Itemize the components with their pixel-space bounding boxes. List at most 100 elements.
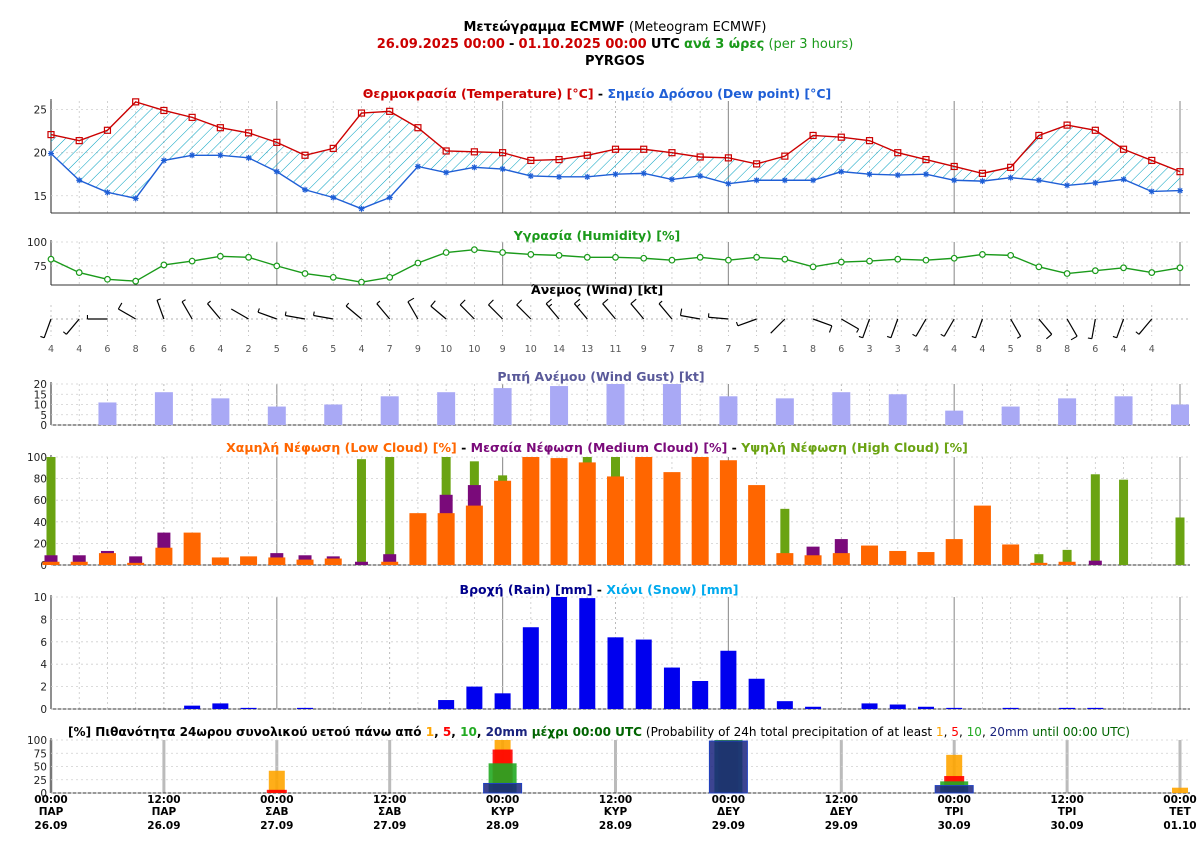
wind-barb	[840, 318, 860, 333]
dew-point-point	[499, 166, 506, 173]
temperature-point	[1091, 126, 1099, 134]
rain-bar	[1087, 707, 1104, 709]
wind-barb	[117, 302, 136, 320]
temp-dew-area	[51, 101, 1180, 209]
dew-point-point	[810, 177, 817, 184]
humidity-point	[837, 258, 845, 266]
gust-bar	[550, 386, 569, 425]
dew-point-point	[781, 177, 788, 184]
precip-title: Βροχή (Rain) [mm] - Χιόνι (Snow) [mm]	[460, 582, 739, 597]
dew-point-point	[160, 157, 167, 164]
time-label: 12:00	[1050, 794, 1083, 806]
dew-point-point	[104, 189, 111, 196]
dew-point-point	[471, 164, 478, 171]
date-label: 30.09	[938, 820, 971, 832]
probability-bar-20mm	[483, 782, 523, 794]
y-tick-label: 15	[34, 191, 47, 203]
header-line-2: 26.09.2025 00:00 - 01.10.2025 00:00 UTC …	[377, 37, 854, 52]
day-label: ΔΕΥ	[717, 806, 740, 818]
wind-speed-label: 11	[609, 344, 621, 355]
wind-barb-shaft	[943, 318, 955, 337]
wind-barb	[207, 300, 221, 320]
temperature-point	[216, 124, 224, 132]
wind-barb-feather	[516, 299, 523, 306]
gust-bar	[888, 394, 907, 425]
dew-point-point	[1120, 176, 1127, 183]
wind-barb-feather	[1112, 335, 1117, 339]
wind-barb-feather	[828, 325, 833, 333]
low-cloud-bar	[861, 545, 879, 565]
dew-point-point	[894, 172, 901, 179]
wind-barb-shaft	[285, 314, 306, 320]
dew-point-point	[725, 180, 732, 187]
medium-cloud-bar	[1088, 560, 1102, 565]
dew-point-point	[640, 170, 647, 177]
probability-plot	[266, 740, 1188, 794]
humidity-point	[555, 251, 563, 259]
humidity-point	[132, 277, 140, 285]
wind-barb	[707, 313, 729, 320]
wind-barb	[313, 311, 334, 320]
temperature-point	[1063, 121, 1071, 129]
medium-cloud-bar	[129, 556, 143, 565]
wind-barb-shaft	[573, 303, 588, 320]
high-cloud-bar	[1062, 549, 1072, 565]
gust-bar	[380, 396, 399, 425]
date-label: 26.09	[147, 820, 180, 832]
low-cloud-bar	[635, 457, 653, 565]
rain-bar	[889, 704, 906, 709]
wind-barb-shaft	[43, 318, 52, 338]
wind-barb-shaft	[812, 318, 833, 327]
dew-point-point	[132, 195, 139, 202]
wind-barb-shaft	[257, 311, 278, 320]
low-cloud-bar	[324, 558, 342, 565]
wind-barb-shaft	[1066, 318, 1078, 337]
temperature-point	[611, 145, 620, 153]
time-label: 12:00	[825, 794, 858, 806]
temperature-point	[103, 126, 112, 134]
wind-barb-feather	[1016, 335, 1021, 339]
low-cloud-bar	[748, 485, 766, 565]
probability-bar-5	[266, 789, 287, 793]
low-cloud-bar	[381, 561, 399, 565]
y-tick-label: 20	[34, 379, 47, 391]
dew-point-point	[1177, 187, 1183, 194]
wind-barb-feather	[548, 303, 553, 308]
y-tick-label: 0	[40, 704, 47, 716]
y-tick-label: 0	[40, 788, 47, 800]
gust-bar	[1171, 404, 1189, 425]
wind-speed-label: 8	[1064, 344, 1070, 355]
time-label: 00:00	[937, 794, 970, 806]
humidity-point	[1063, 270, 1071, 277]
medium-cloud-bar	[72, 555, 86, 565]
wind-speed-label: 7	[387, 344, 393, 355]
wind-plot: 4 4 6 8 6 6 4 2 5 6 5 4 7 9 10 10 9 10 14 13 11 9 7 8 7 5 1 8 6 3 3 4 4 4…	[40, 297, 1190, 355]
dew-point-point	[612, 171, 619, 178]
gust-bar	[1114, 396, 1133, 425]
wind-barb-shaft	[118, 308, 136, 320]
wind-barb-feather	[679, 308, 683, 316]
rain-bar	[663, 667, 680, 709]
probability-bar-20mm	[934, 785, 974, 794]
low-cloud-bar	[832, 553, 850, 565]
rain-bar	[297, 707, 314, 709]
wind-speed-label: 6	[161, 344, 167, 355]
y-tick-label: 20	[34, 148, 47, 160]
humidity-point	[668, 256, 676, 264]
temperature-point	[978, 169, 987, 177]
humidity-point	[640, 254, 648, 262]
wind-barb-shaft	[313, 314, 334, 320]
humidity-point	[358, 278, 365, 286]
temperature-point	[160, 106, 168, 115]
dew-point-point	[866, 171, 873, 178]
dew-point-point	[386, 194, 393, 201]
wind-barb-shaft	[975, 318, 983, 338]
gust-bar	[324, 404, 343, 425]
wind-speed-label: 8	[810, 344, 816, 355]
temperature-point	[668, 149, 676, 157]
wind-barb-shaft	[658, 303, 673, 320]
wind-barb-feather	[62, 331, 67, 335]
wind-speed-label: 10	[440, 344, 452, 355]
rain-bar	[748, 678, 765, 709]
gust-bar	[775, 398, 794, 425]
